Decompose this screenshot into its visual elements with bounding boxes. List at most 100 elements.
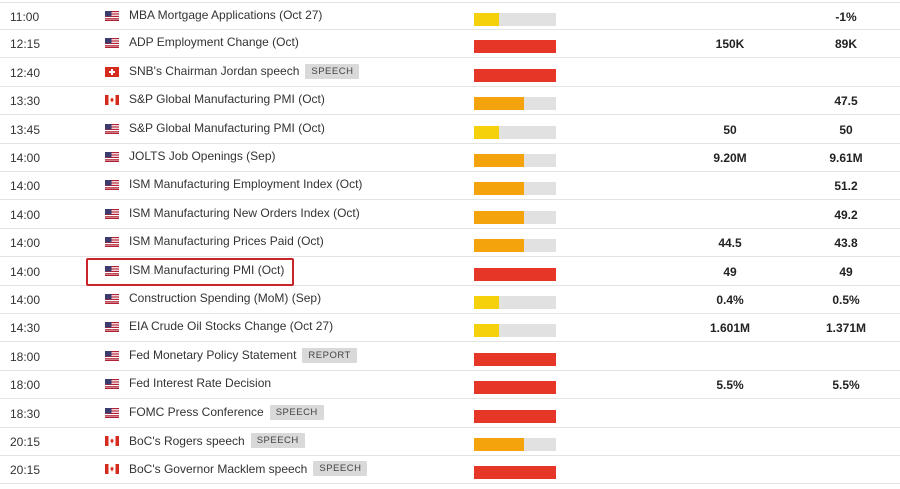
event-time: 11:00 — [10, 10, 40, 24]
impact-fill — [474, 97, 524, 111]
event-title[interactable]: Fed Monetary Policy Statement REPORT — [129, 347, 357, 363]
impact-fill — [474, 267, 556, 281]
event-name[interactable]: ISM Manufacturing Prices Paid (Oct) — [129, 234, 324, 249]
event-time: 14:00 — [10, 236, 41, 251]
actual-value: 9.20M — [713, 151, 747, 165]
event-name[interactable]: Fed Interest Rate Decision — [129, 376, 272, 391]
impact-fill — [474, 154, 524, 167]
event-name[interactable]: ISM Manufacturing New Orders Index (Oct) — [129, 205, 360, 220]
event-title[interactable]: ISM Manufacturing Employment Index (Oct) — [129, 177, 362, 191]
calendar-row[interactable]: 12:15 ADP Employment Change (Oct) 150K 8… — [0, 30, 900, 59]
event-name[interactable]: ISM Manufacturing PMI (Oct) — [129, 262, 285, 277]
calendar-row[interactable]: 14:30 EIA Crude Oil Stocks Change (Oct 2… — [0, 314, 900, 343]
impact-fill — [474, 40, 556, 54]
calendar-row[interactable]: 18:30 FOMC Press Conference SPEECH — [0, 400, 900, 428]
event-title[interactable]: Fed Interest Rate Decision — [129, 376, 271, 390]
event-name[interactable]: Construction Spending (MoM) (Sep) — [129, 291, 322, 305]
event-time: 14:00 — [10, 207, 41, 222]
event-title[interactable]: SNB's Chairman Jordan speech SPEECH — [129, 63, 360, 79]
event-name[interactable]: Fed Monetary Policy Statement — [129, 348, 297, 363]
event-name[interactable]: EIA Crude Oil Stocks Change (Oct 27) — [129, 319, 334, 334]
event-title[interactable]: JOLTS Job Openings (Sep) — [129, 149, 276, 163]
event-name[interactable]: S&P Global Manufacturing PMI (Oct) — [129, 120, 325, 135]
event-name[interactable]: SNB's Chairman Jordan speech — [129, 64, 300, 79]
calendar-row[interactable]: 13:30 S&P Global Manufacturing PMI (Oct)… — [0, 87, 900, 116]
calendar-row[interactable]: 20:15 BoC's Governor Macklem speech SPEE… — [0, 456, 900, 485]
impact-meter — [474, 182, 556, 196]
calendar-row[interactable]: 12:40 SNB's Chairman Jordan speech SPEEC… — [0, 59, 900, 87]
us-flag-icon — [105, 237, 119, 248]
event-title[interactable]: ISM Manufacturing Prices Paid (Oct) — [129, 234, 324, 248]
event-title[interactable]: FOMC Press Conference SPEECH — [129, 404, 324, 420]
impact-meter — [474, 68, 556, 82]
calendar-row[interactable]: 14:00 JOLTS Job Openings (Sep) 9.20M 9.6… — [0, 144, 900, 172]
event-time: 12:15 — [10, 37, 41, 52]
event-type-badge: SPEECH — [250, 433, 305, 448]
us-flag-icon — [105, 407, 119, 418]
us-flag-icon — [105, 180, 119, 191]
event-title[interactable]: ADP Employment Change (Oct) — [129, 35, 299, 49]
us-flag-icon — [105, 265, 119, 276]
calendar-row[interactable]: 14:00 ISM Manufacturing Prices Paid (Oct… — [0, 229, 900, 258]
impact-meter — [474, 125, 556, 139]
calendar-row[interactable]: 18:00 Fed Interest Rate Decision 5.5% 5.… — [0, 371, 900, 400]
previous-value: 50 — [839, 122, 853, 137]
event-title[interactable]: ISM Manufacturing PMI (Oct) — [129, 263, 284, 277]
us-flag-icon — [105, 294, 119, 304]
calendar-row[interactable]: 13:45 S&P Global Manufacturing PMI (Oct)… — [0, 116, 900, 144]
previous-value: 49 — [839, 264, 853, 279]
event-time: 13:30 — [10, 94, 41, 109]
calendar-row[interactable]: 14:00 ISM Manufacturing PMI (Oct) 49 49 — [0, 258, 900, 286]
event-type-badge: SPEECH — [313, 461, 368, 477]
impact-meter — [474, 296, 556, 309]
event-title[interactable]: ISM Manufacturing New Orders Index (Oct) — [129, 206, 360, 220]
event-time: 14:00 — [10, 151, 41, 165]
impact-meter — [474, 40, 556, 54]
event-name[interactable]: S&P Global Manufacturing PMI (Oct) — [129, 92, 325, 107]
event-title[interactable]: EIA Crude Oil Stocks Change (Oct 27) — [129, 319, 333, 333]
impact-meter — [474, 239, 556, 253]
impact-fill — [474, 466, 556, 480]
actual-value: 0.4% — [716, 293, 744, 307]
calendar-row[interactable]: 20:15 BoC's Rogers speech SPEECH — [0, 428, 900, 456]
event-time: 12:40 — [10, 65, 41, 80]
calendar-row[interactable]: 18:00 Fed Monetary Policy Statement REPO… — [0, 343, 900, 371]
event-title[interactable]: S&P Global Manufacturing PMI (Oct) — [129, 121, 325, 135]
impact-fill — [474, 125, 499, 139]
event-title[interactable]: BoC's Governor Macklem speech SPEECH — [129, 461, 368, 477]
event-title[interactable]: S&P Global Manufacturing PMI (Oct) — [129, 92, 325, 106]
actual-value: 50 — [723, 122, 737, 137]
event-name[interactable]: FOMC Press Conference — [129, 405, 264, 420]
impact-meter — [474, 466, 556, 480]
event-name[interactable]: MBA Mortgage Applications (Oct 27) — [129, 8, 323, 22]
previous-value: 47.5 — [834, 94, 858, 109]
event-name[interactable]: BoC's Governor Macklem speech — [129, 461, 308, 476]
event-name[interactable]: JOLTS Job Openings (Sep) — [129, 149, 276, 163]
impact-meter — [474, 154, 556, 167]
event-title[interactable]: BoC's Rogers speech SPEECH — [129, 433, 305, 448]
event-time: 20:15 — [10, 435, 41, 449]
actual-value: 49 — [723, 264, 737, 279]
impact-meter — [474, 381, 556, 395]
previous-value: 9.61M — [829, 151, 863, 165]
us-flag-icon — [105, 322, 119, 333]
event-title[interactable]: MBA Mortgage Applications (Oct 27) — [129, 8, 322, 22]
us-flag-icon — [105, 123, 119, 134]
event-name[interactable]: ADP Employment Change (Oct) — [129, 35, 299, 50]
event-type-badge: SPEECH — [305, 63, 360, 79]
event-title[interactable]: Construction Spending (MoM) (Sep) — [129, 291, 321, 305]
calendar-row[interactable]: 14:00 ISM Manufacturing Employment Index… — [0, 172, 900, 201]
calendar-row[interactable]: 14:00 ISM Manufacturing New Orders Index… — [0, 201, 900, 229]
calendar-row[interactable]: 14:00 Construction Spending (MoM) (Sep) … — [0, 286, 900, 314]
event-time: 14:00 — [10, 179, 41, 194]
impact-fill — [474, 296, 499, 309]
calendar-row[interactable]: 11:00 MBA Mortgage Applications (Oct 27)… — [0, 2, 900, 30]
event-name[interactable]: BoC's Rogers speech — [129, 433, 245, 448]
event-time: 13:45 — [10, 122, 41, 137]
us-flag-icon — [105, 38, 119, 49]
impact-fill — [474, 182, 524, 196]
actual-value: 1.601M — [709, 321, 751, 336]
us-flag-icon — [105, 11, 119, 21]
event-name[interactable]: ISM Manufacturing Employment Index (Oct) — [129, 177, 363, 192]
